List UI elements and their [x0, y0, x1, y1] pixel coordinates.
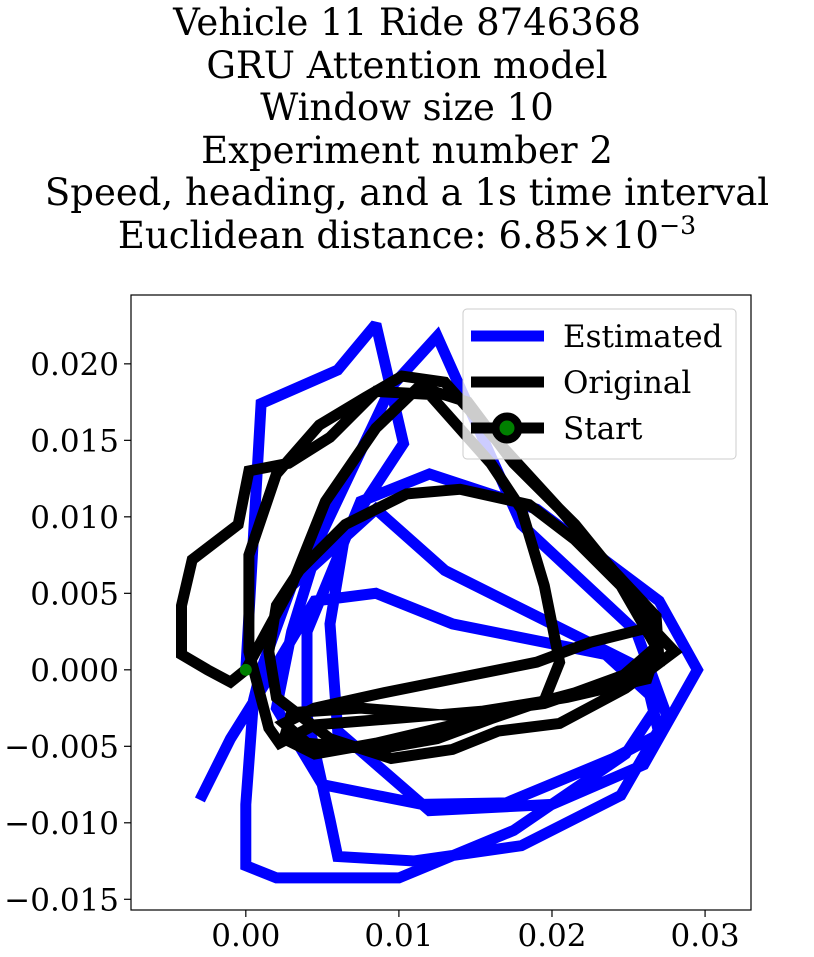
start-marker — [239, 663, 252, 676]
title-line-5: Speed, heading, and a 1s time interval — [44, 171, 770, 214]
y-tick-label: −0.010 — [4, 806, 119, 842]
title-line-3: Window size 10 — [260, 86, 554, 129]
y-tick-label: −0.015 — [4, 882, 119, 918]
y-tick-label: 0.000 — [30, 653, 119, 689]
title-line-1: Vehicle 11 Ride 8746368 — [173, 1, 641, 44]
plot-frame — [130, 294, 752, 911]
y-tick-label: 0.020 — [30, 347, 119, 383]
legend-box — [462, 308, 737, 460]
axes-layer: 0.00 0.01 0.02 0.03 −0.015 −0.010 −0.005 0.000 0… — [4, 294, 752, 954]
series-line-estimated — [194, 320, 704, 884]
title-line-4: Experiment number 2 — [201, 128, 613, 172]
series-line-original — [176, 370, 683, 765]
chart-title: Vehicle 11 Ride 8746368 GRU Attention mo… — [0, 1, 814, 258]
legend-marker-start — [491, 412, 523, 444]
title-line-distance: Euclidean distance: 6.85×10−3 — [0, 213, 814, 258]
y-tick-label: 0.005 — [30, 576, 119, 612]
legend-label-original: Original — [563, 365, 691, 401]
legend: Estimated Original Start — [462, 308, 737, 460]
legend-label-estimated: Estimated — [563, 319, 722, 355]
legend-label-start: Start — [563, 411, 643, 447]
x-tick-label: 0.00 — [211, 918, 280, 954]
title-line-2: GRU Attention model — [206, 43, 608, 87]
distance-prefix: Euclidean distance: — [117, 213, 499, 257]
distance-times: × — [580, 213, 612, 257]
distance-exponent: −3 — [658, 210, 697, 240]
y-tick-label: 0.015 — [30, 423, 119, 459]
y-tick-label: 0.010 — [30, 500, 119, 536]
y-tick-label: −0.005 — [4, 729, 119, 765]
x-tick-label: 0.02 — [517, 918, 586, 954]
distance-mantissa: 6.85 — [498, 213, 581, 257]
x-tick-label: 0.03 — [671, 918, 740, 954]
distance-base: 10 — [611, 213, 659, 257]
x-tick-label: 0.01 — [364, 918, 433, 954]
series-layer — [176, 320, 704, 884]
